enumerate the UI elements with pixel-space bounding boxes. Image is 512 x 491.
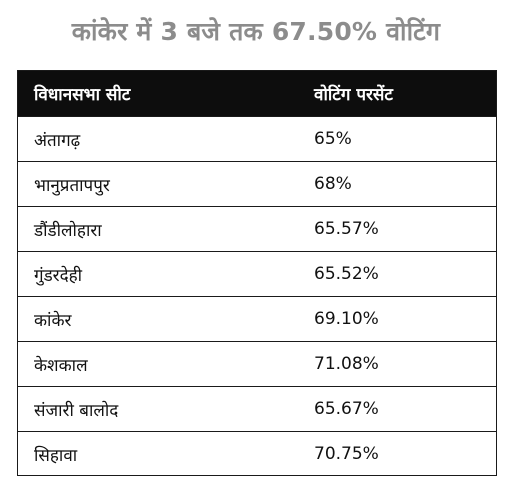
percent-cell: 70.75% — [314, 444, 379, 464]
table-row: संजारी बालोद 65.67% — [18, 386, 496, 431]
page-title: कांकेर में 3 बजे तक 67.50% वोटिंग — [71, 17, 441, 46]
table-row: भानुप्रतापपुर 68% — [18, 161, 496, 206]
table-row: गुंडरदेही 65.52% — [18, 251, 496, 296]
header-voting-percent: वोटिंग परसेंट — [314, 85, 393, 105]
constituency-cell: कांकेर — [34, 310, 72, 331]
percent-cell: 69.10% — [314, 309, 379, 329]
percent-cell: 65.67% — [314, 399, 379, 419]
table-row: अंतागढ़ 65% — [18, 116, 496, 161]
percent-cell: 71.08% — [314, 354, 379, 374]
percent-cell: 65.52% — [314, 264, 379, 284]
constituency-cell: अंतागढ़ — [34, 130, 81, 151]
constituency-cell: केशकाल — [34, 355, 88, 376]
constituency-cell: सिहावा — [34, 445, 78, 466]
constituency-cell: संजारी बालोद — [34, 400, 119, 421]
constituency-cell: गुंडरदेही — [34, 265, 83, 286]
table-header: विधानसभा सीट वोटिंग परसेंट — [18, 71, 496, 116]
table-row: केशकाल 71.08% — [18, 341, 496, 386]
percent-cell: 65% — [314, 129, 352, 149]
header-constituency: विधानसभा सीट — [34, 85, 131, 105]
percent-cell: 68% — [314, 174, 352, 194]
constituency-cell: डौंडीलोहारा — [34, 220, 102, 241]
constituency-cell: भानुप्रतापपुर — [34, 175, 110, 196]
table-row: कांकेर 69.10% — [18, 296, 496, 341]
voting-table: विधानसभा सीट वोटिंग परसेंट अंतागढ़ 65% भ… — [17, 70, 497, 476]
table-row: डौंडीलोहारा 65.57% — [18, 206, 496, 251]
percent-cell: 65.57% — [314, 219, 379, 239]
table-row: सिहावा 70.75% — [18, 431, 496, 476]
